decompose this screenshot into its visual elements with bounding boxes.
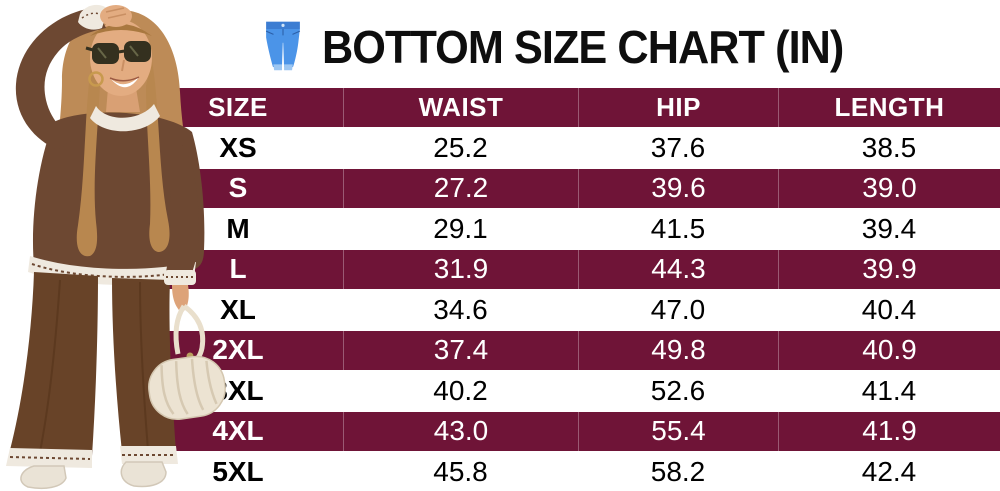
handbag	[148, 303, 226, 420]
waist-value: 29.1	[433, 212, 488, 244]
waist-value: 40.2	[433, 374, 488, 406]
model-pants	[10, 272, 176, 456]
table-row-xs: XS 25.2 37.6 38.5	[133, 129, 1000, 168]
length-value: 40.9	[778, 331, 1000, 370]
column-header-hip: HIP	[578, 88, 778, 127]
hoop-earring	[88, 71, 104, 87]
waist-value: 45.8	[433, 455, 488, 487]
waist-value: 37.4	[343, 331, 578, 370]
model-photo	[6, 4, 226, 490]
pant-hem-trim	[6, 446, 178, 468]
table-row-4xl: 4XL 43.0 55.4 41.9	[133, 412, 1000, 451]
waist-value: 27.2	[343, 169, 578, 208]
table-row-2xl: 2XL 37.4 49.8 40.9	[133, 331, 1000, 370]
table-row-l: L 31.9 44.3 39.9	[133, 250, 1000, 289]
length-value: 41.9	[778, 412, 1000, 451]
size-label: 4XL	[212, 415, 264, 447]
hip-value: 37.6	[650, 131, 706, 163]
size-label: 5XL	[212, 455, 264, 487]
hip-value: 39.6	[578, 169, 778, 208]
table-row-m: M 29.1 41.5 39.4	[133, 210, 1000, 249]
hip-value: 44.3	[578, 250, 778, 289]
size-table: SIZE WAIST HIP LENGTH XS 25.2 37.6 38.5 …	[133, 88, 1000, 491]
size-label: XS	[219, 131, 257, 163]
waist-value: 31.9	[343, 250, 578, 289]
hip-value: 47.0	[650, 293, 706, 325]
table-row-5xl: 5XL 45.8 58.2 42.4	[133, 453, 1000, 491]
table-row-3xl: 3XL 40.2 52.6 41.4	[133, 372, 1000, 411]
length-value: 39.9	[778, 250, 1000, 289]
model-shoes	[20, 461, 167, 490]
table-header-row: SIZE WAIST HIP LENGTH	[133, 88, 1000, 127]
length-value: 41.4	[861, 374, 917, 406]
hip-value: 52.6	[650, 374, 706, 406]
model-smile	[109, 76, 140, 88]
size-label: M	[226, 212, 250, 244]
hip-value: 41.5	[650, 212, 706, 244]
length-value: 40.4	[861, 293, 917, 325]
title-bar: BOTTOM SIZE CHART (IN)	[264, 16, 877, 78]
size-label: 2XL	[212, 334, 264, 366]
jeans-icon	[265, 21, 301, 71]
sunglasses-icon	[85, 41, 151, 64]
hip-value: 55.4	[578, 412, 778, 451]
waist-value: 43.0	[343, 412, 578, 451]
table-row-s: S 27.2 39.6 39.0	[133, 169, 1000, 208]
column-header-length: LENGTH	[778, 88, 1000, 127]
model-raised-arm	[15, 4, 132, 150]
size-label: S	[228, 172, 248, 204]
hip-value: 49.8	[578, 331, 778, 370]
size-label: L	[229, 253, 247, 285]
length-value: 38.5	[861, 131, 917, 163]
length-value: 42.4	[861, 455, 917, 487]
table-row-xl: XL 34.6 47.0 40.4	[133, 291, 1000, 330]
column-header-waist: WAIST	[343, 88, 578, 127]
waist-value: 25.2	[433, 131, 488, 163]
page-title: BOTTOM SIZE CHART (IN)	[322, 21, 844, 73]
size-label: XL	[220, 293, 256, 325]
hip-value: 58.2	[650, 455, 706, 487]
length-value: 39.4	[861, 212, 917, 244]
model-left-arm	[164, 132, 199, 313]
length-value: 39.0	[778, 169, 1000, 208]
collar-trim	[90, 104, 160, 132]
column-header-size: SIZE	[208, 92, 268, 123]
jeans-legs	[266, 29, 300, 68]
waist-value: 34.6	[433, 293, 488, 325]
